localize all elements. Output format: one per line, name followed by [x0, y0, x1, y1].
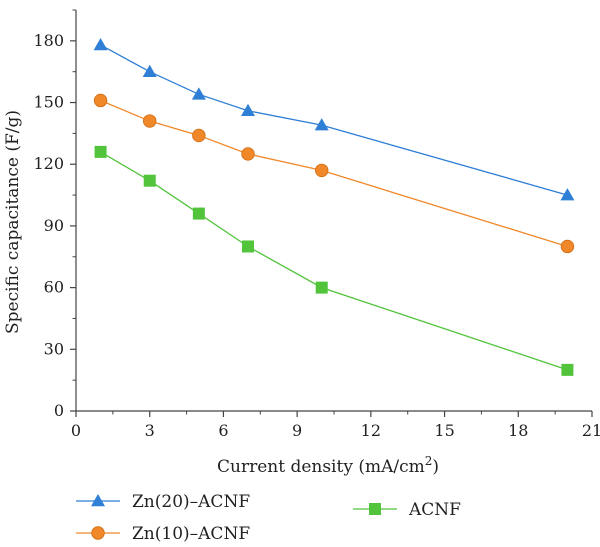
x-tick-label: 12 — [361, 421, 381, 440]
legend-label: Zn(20)–ACNF — [132, 492, 250, 512]
data-point — [191, 87, 206, 100]
data-point — [242, 240, 254, 253]
x-axis-title: Current density (mA/cm2) — [217, 454, 439, 477]
data-point — [560, 188, 575, 201]
data-point — [241, 103, 255, 117]
data-point — [142, 64, 157, 77]
y-axis-title: Specific capacitance (F/g) — [3, 110, 23, 334]
data-point — [93, 37, 108, 51]
data-point — [192, 207, 205, 220]
series-line — [100, 44, 568, 196]
x-tick-label: 18 — [508, 421, 528, 440]
legend-label: ACNF — [408, 500, 461, 520]
y-tick-label: 120 — [33, 154, 64, 173]
y-tick-label: 180 — [33, 31, 64, 50]
data-point — [192, 128, 206, 143]
x-tick-label: 0 — [71, 421, 81, 440]
data-point — [143, 114, 157, 128]
data-point — [315, 163, 329, 178]
legend-item: Zn(10)–ACNF — [76, 524, 250, 544]
legend-item: Zn(20)–ACNF — [76, 492, 250, 512]
axes: 0 3 6 9 12 15 18 21 0 30 60 90 120 150 180 — [33, 9, 600, 440]
data-point — [315, 281, 328, 294]
series-triangle — [93, 37, 575, 201]
legend-swatch-marker — [91, 494, 105, 507]
series-layer — [93, 37, 575, 376]
series-square — [94, 145, 574, 376]
data-point — [314, 118, 329, 131]
x-tick-label: 15 — [434, 421, 454, 440]
data-point — [241, 147, 255, 161]
data-point — [560, 239, 575, 254]
legend: Zn(20)–ACNF Zn(10)–ACNF ACNF — [76, 492, 461, 544]
legend-swatch-marker — [91, 526, 105, 540]
data-point — [94, 145, 107, 158]
x-axis-title-superscript: 2 — [425, 454, 433, 468]
x-tick-label: 6 — [218, 421, 228, 440]
data-point — [143, 174, 156, 187]
y-tick-label: 150 — [33, 93, 64, 112]
x-tick-label: 3 — [145, 421, 155, 440]
y-tick-label: 60 — [44, 278, 64, 297]
data-point — [561, 363, 574, 376]
legend-label: Zn(10)–ACNF — [132, 524, 250, 544]
y-tick-label: 90 — [44, 216, 64, 235]
data-point — [93, 93, 108, 108]
y-tick-label: 30 — [44, 339, 64, 358]
legend-swatch-marker — [369, 503, 381, 515]
y-tick-label: 0 — [54, 401, 64, 420]
series-line — [100, 99, 568, 248]
legend-item: ACNF — [353, 500, 461, 520]
series-line — [100, 151, 568, 371]
x-tick-label: 9 — [292, 421, 302, 440]
series-circle — [93, 93, 575, 254]
x-tick-label: 21 — [582, 421, 600, 440]
